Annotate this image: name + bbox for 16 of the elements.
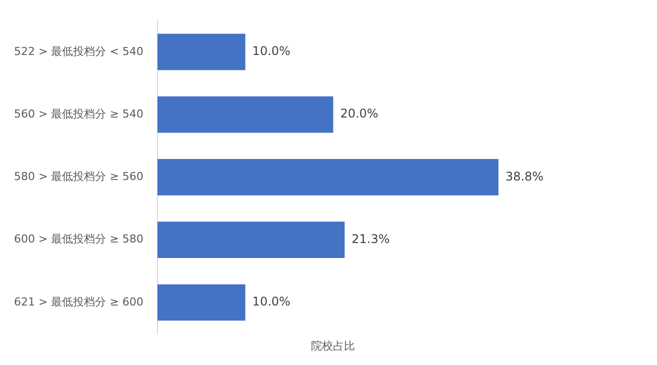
x-axis-title: 院校占比 [311,339,356,352]
data-label: 38.8% [505,169,544,184]
y-tick-label: 580 > 最低投档分 ≥ 560 [14,170,144,184]
y-tick-label: 522 > 最低投档分 < 540 [14,44,144,58]
y-tick-label: 621 > 最低投档分 ≥ 600 [14,295,144,308]
data-label: 21.3% [352,232,390,246]
y-tick-label: 600 > 最低投档分 ≥ 580 [14,232,144,246]
data-label: 10.0% [252,294,290,309]
bar [157,96,334,133]
data-label: 10.0% [252,44,290,58]
bar [157,34,246,70]
bar [157,222,345,258]
bar [157,159,498,196]
bar [157,284,246,321]
data-label: 20.0% [340,106,378,121]
y-tick-label: 560 > 最低投档分 ≥ 540 [14,107,144,120]
